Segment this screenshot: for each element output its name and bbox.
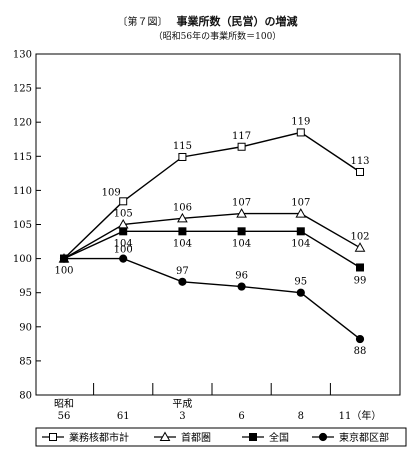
data-label: 104	[232, 238, 251, 249]
y-tick-label: 115	[13, 152, 32, 163]
data-label: 96	[235, 271, 248, 282]
data-point	[296, 227, 305, 236]
data-label: 100	[54, 266, 73, 277]
series-line	[63, 212, 361, 260]
legend-marker	[249, 433, 257, 441]
figure-title: 事業所数（民営）の増減	[176, 15, 298, 28]
data-label: 104	[173, 238, 192, 249]
y-tick-label: 80	[19, 391, 32, 402]
data-point	[119, 254, 128, 263]
data-label: 104	[114, 238, 133, 249]
data-label: 88	[354, 346, 367, 357]
x-tick-label-era: 平成	[172, 398, 192, 410]
series-line	[63, 131, 361, 260]
data-label: 107	[232, 198, 251, 209]
data-point	[177, 212, 188, 223]
data-label: 99	[354, 275, 367, 286]
data-point	[119, 227, 128, 236]
data-point	[178, 227, 187, 236]
x-tick-label: 6	[238, 411, 244, 422]
legend-marker	[49, 433, 57, 441]
y-tick-label: 110	[13, 186, 32, 197]
data-point	[119, 197, 128, 206]
y-tick-label: 120	[13, 118, 32, 129]
y-tick-label: 105	[13, 220, 32, 231]
data-point	[236, 208, 247, 218]
legend-label: 東京都区部	[339, 431, 389, 444]
data-label: 95	[294, 277, 307, 288]
data-point	[355, 334, 365, 344]
x-tick-label: 11（年）	[339, 409, 382, 422]
data-label: 119	[291, 116, 310, 127]
data-point	[237, 227, 246, 236]
figure-label: 〔第７図〕	[117, 17, 168, 28]
data-point	[356, 167, 364, 176]
data-point	[295, 208, 307, 218]
data-label: 107	[291, 198, 310, 209]
data-point	[178, 277, 187, 286]
x-tick-label: 8	[298, 411, 304, 422]
y-tick-label: 85	[19, 356, 32, 367]
data-point	[296, 128, 305, 137]
x-tick-label-era: 昭和	[54, 398, 74, 410]
y-tick-label: 90	[19, 322, 32, 333]
data-label: 104	[291, 238, 310, 249]
y-tick-label: 100	[13, 254, 32, 265]
data-label: 117	[232, 131, 251, 142]
figure-subtitle: （昭和56年の事業所数＝100）	[153, 32, 282, 42]
legend-marker	[159, 431, 171, 441]
figure-title-row: 〔第７図〕 事業所数（民営）の増減	[0, 10, 415, 29]
data-label: 115	[173, 141, 192, 152]
data-label: 109	[102, 187, 121, 198]
plot-frame	[35, 53, 401, 396]
legend-label: 全国	[269, 431, 289, 444]
x-tick-label: 56	[58, 411, 71, 422]
y-tick-label: 95	[19, 288, 32, 299]
x-tick-label: 61	[117, 411, 130, 422]
data-label: 97	[176, 266, 189, 277]
data-label: 100	[114, 245, 133, 256]
data-point	[296, 288, 305, 297]
legend-marker	[318, 432, 328, 442]
data-label: 113	[350, 156, 369, 167]
y-tick-label: 130	[13, 50, 32, 61]
legend-label: 首都圏	[181, 431, 211, 444]
y-tick-label: 125	[13, 84, 32, 95]
data-label: 106	[173, 202, 192, 213]
data-point	[59, 254, 69, 263]
data-point	[178, 152, 187, 161]
series-line	[63, 230, 361, 269]
series-line	[64, 257, 361, 340]
data-label: 102	[350, 232, 369, 243]
data-point	[237, 282, 246, 291]
legend-label: 業務核都市計	[69, 431, 129, 444]
data-point	[237, 142, 246, 151]
data-label: 105	[114, 209, 133, 220]
data-point	[356, 263, 364, 272]
data-point	[354, 242, 366, 252]
x-tick-label: 3	[179, 411, 185, 422]
legend-box	[35, 427, 407, 447]
